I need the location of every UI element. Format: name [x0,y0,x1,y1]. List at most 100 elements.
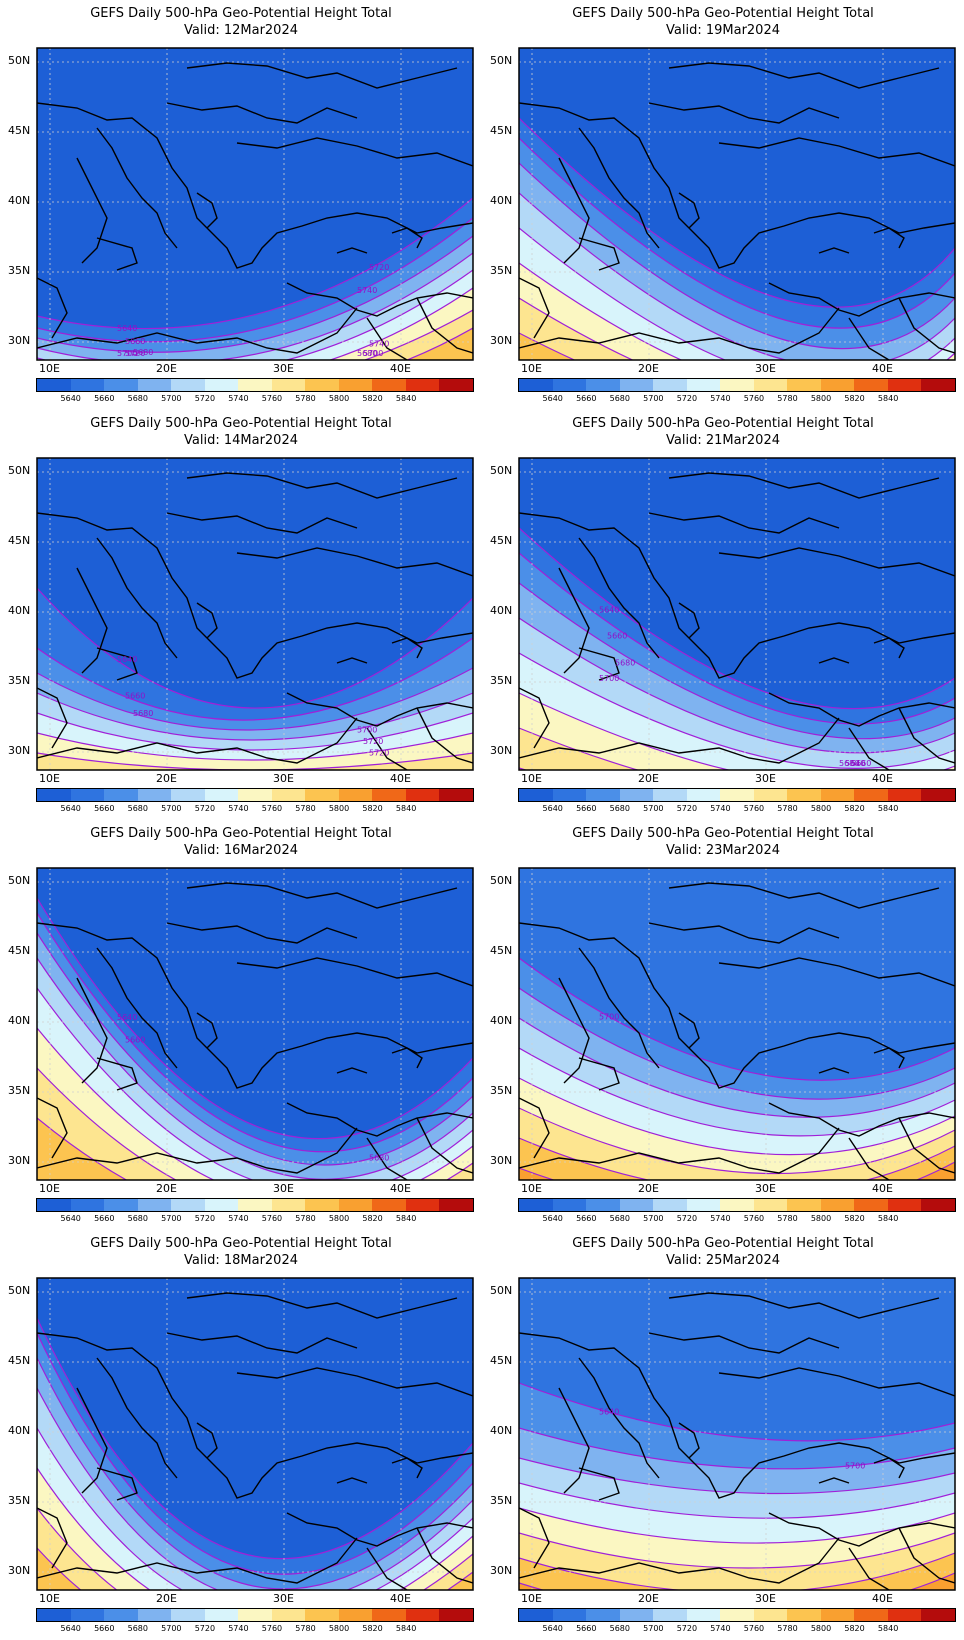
colorbar-swatch [372,1199,406,1211]
height-band [519,1108,955,1180]
coastline [37,512,473,679]
coastline [578,537,660,659]
colorbar-swatch [372,1609,406,1621]
lon-label: 10E [39,1182,60,1195]
height-band [519,528,955,724]
colorbar-label: 5720 [676,394,698,403]
lat-label: 45N [8,1354,31,1367]
lat-label: 30N [8,1154,31,1167]
colorbar [518,1608,956,1622]
colorbar-swatch [820,789,855,801]
height-band [37,988,473,1180]
colorbar-label: 5700 [161,1624,182,1633]
contour-label: 5700 [363,349,383,358]
panel-valid-date: Valid: 25Mar2024 [666,1253,780,1268]
height-band [37,898,473,1152]
colorbar [518,788,956,802]
colorbar-swatch [439,379,473,391]
panel-valid-date: Valid: 12Mar2024 [184,23,298,38]
colorbar-label: 5780 [777,1624,798,1633]
contour-line [37,732,473,761]
contour-line [37,1117,473,1180]
lon-label: 30E [755,1182,776,1195]
colorbar-swatch [854,1199,888,1211]
colorbar-swatch [753,789,788,801]
colorbar-swatch [37,1609,71,1621]
coastline [366,1137,408,1180]
height-band [519,553,955,739]
coastline [391,1047,423,1069]
lat-label: 35N [8,1494,31,1507]
height-band [519,653,955,770]
coastline [96,1357,178,1479]
panel-valid-date: Valid: 18Mar2024 [184,1253,298,1268]
lon-label: 40E [390,1182,411,1195]
colorbar-swatch [921,379,955,391]
colorbar-label: 5720 [676,804,698,813]
colorbar-label: 5700 [643,1214,664,1223]
colorbar-swatch [787,379,821,391]
contour-line [37,1467,473,1590]
contour-line [519,227,955,360]
lon-label: 40E [872,772,893,785]
colorbar-swatch [439,1609,473,1621]
lon-label: 10E [521,362,542,375]
lat-label: 40N [8,194,31,207]
coastline [678,602,700,639]
colorbar-label: 5820 [362,394,383,403]
height-band [519,618,955,769]
coastline [286,1102,473,1137]
colorbar [36,1198,474,1212]
colorbar-label: 5740 [228,1624,249,1633]
panel-valid-date: Valid: 16Mar2024 [184,843,298,858]
coastline [96,237,138,271]
colorbar-swatch [854,789,888,801]
colorbar-swatch [887,789,922,801]
height-band [519,193,955,360]
lon-label: 30E [273,362,294,375]
colorbar-swatch [586,379,620,391]
colorbar-swatch [271,1199,306,1211]
colorbar-label: 5840 [877,1624,899,1633]
colorbar-swatch [338,379,373,391]
panel-title: GEFS Daily 500-hPa Geo-Potential Height … [90,1236,392,1251]
coastline [186,882,458,909]
coastline [236,137,473,167]
colorbar-label: 5800 [810,394,832,403]
height-band [37,913,473,1165]
contour-line [37,217,473,343]
colorbar-label: 5760 [261,1624,283,1633]
height-band [330,288,473,360]
lat-label: 35N [490,1084,513,1097]
coastline [236,547,473,577]
height-band [37,1468,473,1590]
coastline [578,947,660,1069]
coastline [236,1367,473,1397]
colorbar-swatch [552,1609,587,1621]
contour-line [519,117,955,308]
height-band [519,298,633,360]
height-band [37,1028,473,1180]
colorbar-label: 5740 [228,1214,249,1223]
lat-label: 45N [490,534,513,547]
lat-label: 40N [8,1014,31,1027]
contour-line [37,957,473,1180]
colorbar-label: 5640 [60,1214,81,1223]
colorbar-label: 5700 [643,1624,664,1633]
coastline [76,977,108,1084]
contour-line [519,552,955,725]
contour-label: 5640 [117,324,137,333]
colorbar-swatch [37,789,71,801]
coastline [519,1537,840,1584]
colorbar-label: 5840 [877,1214,899,1223]
colorbar-label: 5700 [643,804,664,813]
contour-line [405,327,473,360]
coastline [519,1097,550,1159]
colorbar-label: 5700 [161,804,182,813]
height-band [519,1048,955,1155]
coastline [96,1467,138,1501]
colorbar-swatch [619,789,654,801]
coastline [416,1527,473,1584]
